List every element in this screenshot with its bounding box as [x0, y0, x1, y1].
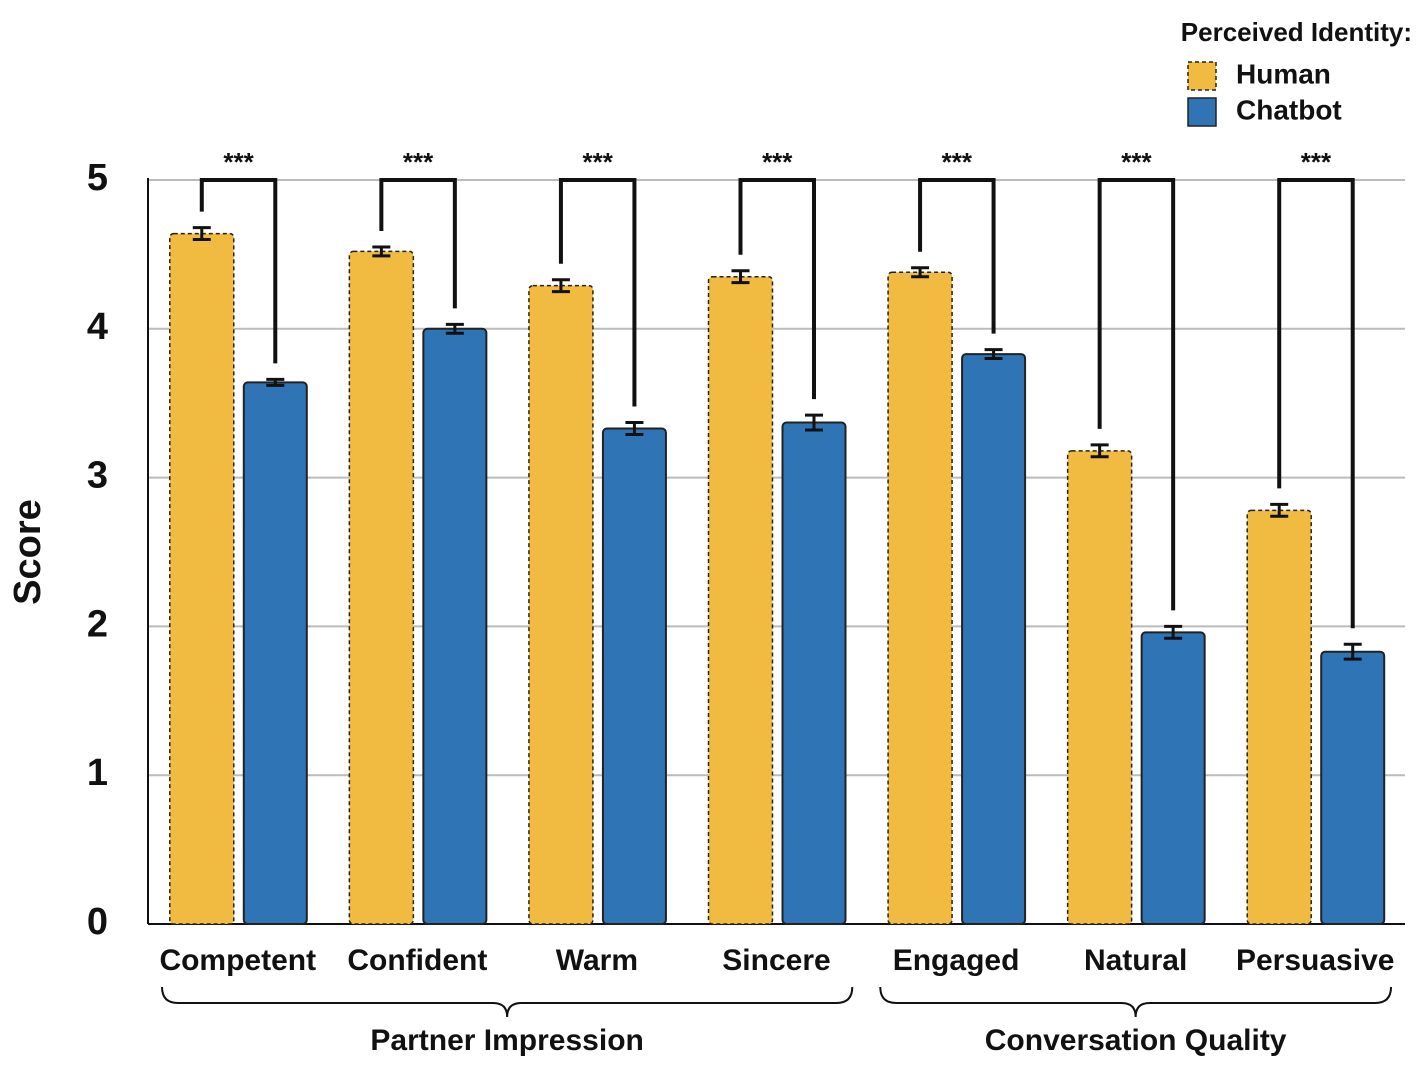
group-brace [879, 986, 1392, 1018]
bar [707, 275, 774, 925]
error-bar [805, 413, 823, 432]
legend-swatch [1187, 97, 1217, 127]
bar [1140, 631, 1206, 925]
x-tick-label: Natural [1084, 944, 1187, 977]
y-tick-label: 5 [87, 157, 108, 199]
error-bar [1343, 642, 1362, 661]
significance-bracket [558, 178, 637, 407]
error-bar [1270, 502, 1289, 518]
significance-label: *** [403, 147, 434, 177]
x-tick-label: Competent [159, 944, 316, 977]
bar [242, 381, 308, 926]
significance-label: *** [1121, 147, 1152, 177]
error-bar [911, 266, 930, 279]
x-tick-label: Sincere [722, 944, 830, 977]
y-tick-label: 3 [87, 455, 108, 497]
error-bar [1164, 624, 1183, 640]
error-bar [625, 421, 644, 436]
group-label: Partner Impression [370, 1024, 643, 1057]
legend-label: Human [1236, 58, 1331, 89]
significance-bracket [379, 178, 457, 309]
y-tick-label: 0 [87, 901, 108, 943]
bar [601, 427, 667, 925]
significance-bracket [199, 178, 278, 364]
y-tick-label: 4 [87, 306, 108, 348]
bar [1246, 509, 1312, 925]
significance-bracket [738, 178, 816, 400]
significance-bracket [918, 178, 996, 334]
error-bar [551, 278, 570, 294]
error-bar [984, 348, 1003, 361]
significance-bracket [1277, 178, 1355, 629]
error-bar [445, 322, 464, 335]
group-label: Conversation Quality [985, 1024, 1287, 1057]
bar [781, 421, 847, 925]
legend-swatch [1187, 61, 1217, 91]
bar [1320, 650, 1386, 925]
y-axis-label: Score [7, 499, 49, 605]
error-bar [192, 226, 211, 242]
legend-title: Perceived Identity: [1181, 17, 1412, 47]
bar [887, 271, 953, 925]
error-bar [266, 377, 285, 387]
significance-label: *** [762, 147, 793, 177]
legend-label: Chatbot [1236, 94, 1342, 125]
x-tick-label: Persuasive [1236, 944, 1394, 977]
significance-label: *** [223, 147, 254, 177]
group-brace [161, 986, 854, 1018]
significance-label: *** [1301, 147, 1332, 177]
bar [528, 284, 594, 925]
error-bar [1090, 443, 1109, 459]
x-tick-label: Confident [347, 944, 487, 977]
significance-bracket [1097, 178, 1176, 611]
error-bar [372, 245, 391, 258]
error-bar [731, 269, 750, 285]
significance-label: *** [942, 147, 973, 177]
bar [422, 327, 488, 925]
bar [348, 250, 415, 925]
y-tick-label: 2 [87, 603, 108, 645]
bar [169, 232, 235, 925]
x-tick-label: Warm [556, 944, 638, 977]
bar [1066, 450, 1133, 925]
x-tick-label: Engaged [893, 944, 1020, 977]
significance-label: *** [582, 147, 613, 177]
bar [961, 353, 1027, 925]
y-tick-label: 1 [87, 752, 108, 794]
